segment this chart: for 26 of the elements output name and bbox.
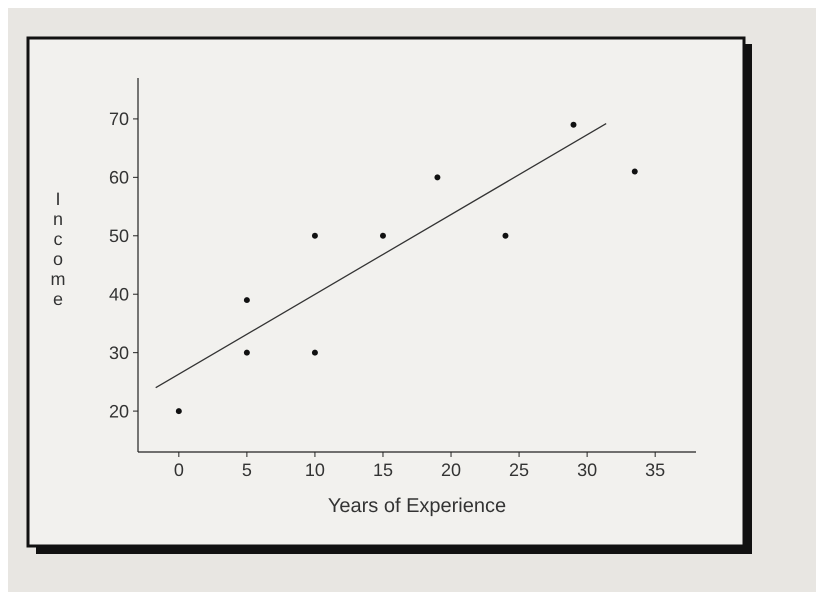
y-tick-label: 20: [108, 401, 129, 422]
x-tick-label: 25: [509, 460, 530, 480]
y-tick-label: 30: [108, 342, 129, 363]
point: [244, 297, 250, 304]
y-axis-title: Income: [50, 189, 66, 309]
point: [502, 232, 508, 239]
x-tick-label: 35: [645, 460, 666, 480]
x-tick-label: 0: [174, 460, 184, 480]
point: [244, 350, 250, 356]
y-tick-label: 70: [108, 109, 129, 130]
x-tick-label: 15: [372, 460, 393, 480]
point: [176, 408, 182, 414]
x-tick-label: 20: [441, 460, 462, 480]
y-tick-label: 50: [108, 226, 129, 246]
point: [312, 350, 318, 356]
x-tick-label: 10: [304, 460, 325, 480]
point: [570, 122, 576, 128]
x-tick-label: 5: [242, 460, 252, 480]
point: [632, 168, 638, 174]
y-tick-label: 60: [108, 168, 129, 188]
point: [434, 174, 440, 180]
point: [312, 232, 318, 239]
point: [380, 232, 386, 239]
x-axis-title: Years of Experience: [328, 495, 506, 517]
x-tick-label: 30: [577, 460, 598, 480]
y-tick-label: 40: [108, 284, 129, 305]
